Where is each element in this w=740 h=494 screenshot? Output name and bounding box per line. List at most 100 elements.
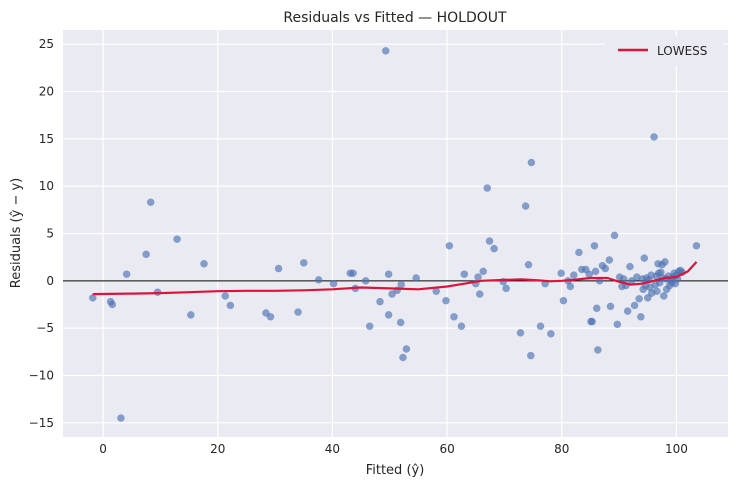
residual-point (479, 267, 488, 276)
residual-point (402, 345, 411, 353)
residual-point (388, 290, 396, 298)
residual-point (200, 259, 208, 268)
grid-lines (63, 30, 728, 437)
residual-point (361, 276, 370, 285)
residual-point (460, 270, 469, 279)
x-tick-label: 40 (325, 442, 340, 456)
residual-point (122, 270, 131, 279)
residual-point (146, 198, 155, 207)
x-tick-label: 20 (210, 442, 225, 456)
residual-point (117, 414, 125, 422)
residual-point (590, 241, 599, 250)
residual-point (559, 296, 568, 305)
residual-point (314, 276, 323, 284)
residual-point (536, 322, 545, 331)
residual-point (412, 274, 420, 282)
residual-point (637, 312, 645, 321)
lowess-layer (92, 261, 698, 296)
y-tick-label: 10 (39, 179, 54, 193)
legend-box (605, 36, 723, 66)
residual-point (266, 312, 275, 321)
residual-point (613, 320, 622, 329)
residual-point (142, 250, 150, 259)
residual-point (490, 244, 498, 253)
residual-point (661, 258, 669, 266)
y-tick-label: −5 (36, 321, 54, 335)
residual-point (643, 294, 652, 302)
residual-point (569, 271, 578, 279)
residual-point (349, 269, 357, 278)
x-tick-label: 60 (439, 442, 454, 456)
residual-point (396, 318, 405, 327)
y-tick-label: 0 (46, 274, 54, 288)
y-tick-label: 15 (39, 132, 54, 146)
residual-point (592, 304, 601, 313)
chart-title: Residuals vs Fitted — HOLDOUT (283, 10, 507, 26)
residual-point (226, 301, 235, 310)
residual-point (173, 235, 181, 244)
y-axis-label: Residuals (ŷ − y) (9, 178, 24, 289)
residual-point (692, 241, 701, 250)
y-tick-label: 5 (46, 227, 54, 241)
residual-point (381, 46, 390, 55)
residual-point (474, 273, 482, 281)
residual-point (299, 258, 308, 267)
residual-point (526, 351, 535, 360)
x-axis-label: Fitted (ŷ) (366, 463, 425, 478)
residual-point (384, 270, 393, 279)
residual-point (640, 254, 649, 262)
residual-point (626, 262, 634, 271)
y-tick-labels: −15 −10 −5 0 5 10 15 20 25 (29, 37, 54, 430)
residual-point (588, 317, 596, 326)
y-tick-label: 20 (39, 85, 54, 99)
residual-point (591, 267, 600, 276)
scatter-points (88, 46, 701, 422)
residual-point (376, 297, 384, 306)
residual-point (442, 296, 450, 305)
residual-point (108, 300, 117, 309)
residual-point (605, 256, 614, 264)
y-tick-label: −15 (29, 416, 54, 430)
residual-point (502, 284, 510, 293)
residual-point (88, 294, 97, 302)
residual-point (524, 260, 533, 269)
residual-point (610, 231, 619, 240)
residual-point (575, 248, 583, 257)
residual-point (483, 184, 492, 192)
residual-point (384, 311, 393, 319)
y-tick-label: −10 (29, 368, 54, 382)
residual-point (397, 280, 406, 289)
residual-point (606, 302, 615, 311)
residual-point (399, 353, 407, 362)
legend-lowess-label: LOWESS (657, 44, 707, 58)
x-tick-labels: 0 20 40 60 80 100 (99, 442, 688, 456)
legend: LOWESS (605, 36, 723, 66)
residual-point (547, 329, 555, 338)
x-tick-label: 100 (665, 442, 688, 456)
x-tick-label: 80 (554, 442, 569, 456)
residual-point (527, 158, 536, 167)
residual-point (457, 322, 466, 331)
residual-point (557, 269, 566, 278)
residual-point (659, 292, 668, 300)
residual-point (516, 329, 525, 337)
residual-point (450, 312, 458, 321)
residual-point (365, 322, 374, 331)
x-tick-label: 0 (99, 442, 107, 456)
residual-point (653, 287, 661, 296)
residual-point (274, 264, 283, 273)
residual-point (601, 264, 610, 273)
residual-point (635, 294, 643, 303)
residual-point (650, 133, 658, 141)
residual-point (475, 290, 484, 298)
residual-point (329, 279, 338, 288)
residual-point (294, 308, 302, 316)
lowess-line (92, 261, 698, 296)
residual-point (521, 202, 530, 210)
y-tick-label: 25 (39, 37, 54, 51)
residual-point (594, 346, 602, 354)
residual-point (566, 282, 575, 291)
residual-point (186, 311, 195, 319)
